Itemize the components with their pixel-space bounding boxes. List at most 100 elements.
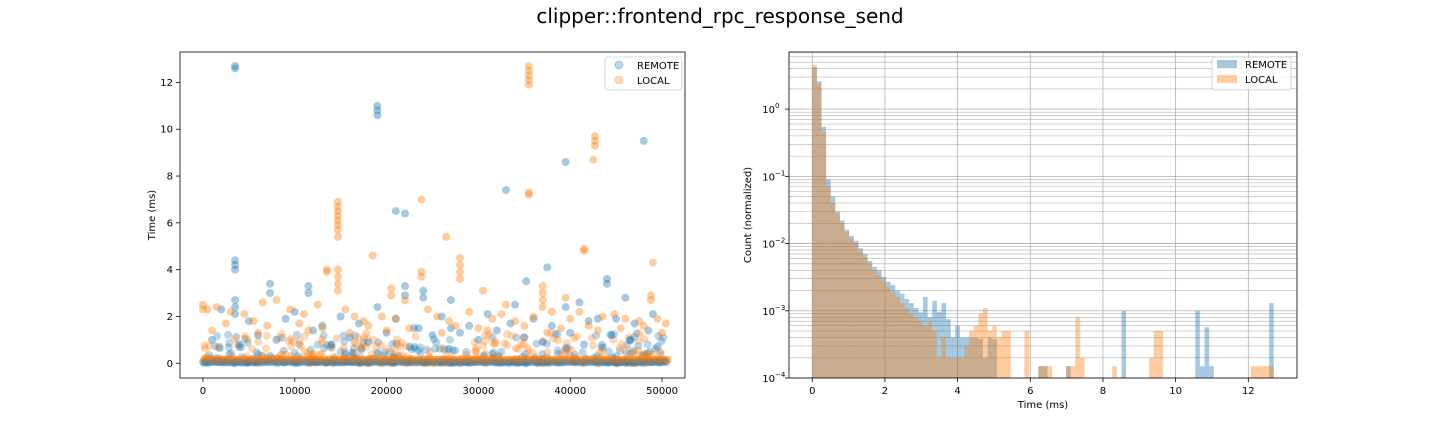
scatter-point — [355, 358, 363, 367]
scatter-point — [469, 356, 478, 365]
scatter-point — [362, 329, 371, 338]
scatter-point — [308, 351, 317, 360]
scatter-point — [648, 358, 657, 367]
scatter-point — [256, 355, 265, 364]
scatter-point — [320, 344, 329, 353]
scatter-point — [638, 359, 647, 368]
scatter-point — [434, 355, 443, 364]
scatter-point — [322, 268, 331, 276]
scatter-point — [461, 357, 470, 366]
scatter-point — [446, 324, 455, 333]
scatter-point — [523, 344, 532, 353]
scatter-point — [411, 355, 420, 364]
scatter-point — [497, 358, 506, 367]
scatter-point — [478, 355, 487, 364]
scatter-point — [327, 340, 336, 349]
scatter-point — [444, 358, 453, 367]
scatter-point — [243, 358, 252, 367]
scatter-point — [333, 232, 342, 241]
scatter-point — [202, 353, 211, 362]
scatter-point — [429, 335, 438, 344]
scatter-point — [479, 352, 488, 361]
scatter-point — [235, 343, 243, 351]
scatter-point — [612, 358, 621, 367]
scatter-point — [329, 358, 338, 367]
scatter-point — [519, 355, 528, 364]
scatter-point — [604, 355, 613, 364]
scatter-point — [341, 353, 350, 362]
scatter-point — [518, 358, 526, 367]
scatter-point — [317, 349, 326, 358]
scatter-point — [351, 340, 360, 349]
scatter-point — [446, 296, 455, 305]
scatter-point — [254, 350, 263, 359]
scatter-point — [326, 355, 335, 364]
histogram-bar — [1195, 310, 1200, 378]
scatter-point — [520, 339, 528, 348]
scatter-point — [402, 358, 411, 367]
scatter-point — [389, 356, 398, 365]
scatter-point — [660, 358, 669, 367]
scatter-point — [333, 211, 342, 220]
scatter-point — [419, 293, 428, 302]
scatter-point — [646, 358, 655, 367]
histogram-bar — [1255, 366, 1260, 378]
scatter-point — [222, 355, 231, 364]
scatter-point — [504, 358, 513, 367]
scatter-point — [316, 350, 325, 359]
scatter-point — [389, 351, 398, 360]
scatter-point — [286, 334, 295, 343]
scatter-point — [553, 358, 562, 367]
scatter-point — [383, 357, 392, 366]
scatter-point — [317, 335, 326, 344]
scatter-point — [348, 358, 357, 367]
scatter-point — [449, 358, 458, 367]
histogram-bar — [1149, 357, 1154, 378]
scatter-point — [491, 337, 500, 346]
histogram-bar — [899, 303, 905, 378]
legend-box — [1211, 56, 1292, 91]
scatter-point — [625, 336, 634, 345]
scatter-point — [480, 331, 489, 340]
scatter-point — [402, 355, 411, 364]
scatter-point — [617, 355, 626, 364]
histogram-bar — [867, 261, 873, 378]
scatter-point — [622, 346, 631, 355]
scatter-point — [506, 357, 515, 366]
scatter-point — [454, 355, 463, 364]
scatter-point — [341, 305, 350, 314]
scatter-point — [290, 307, 299, 316]
scatter-point — [596, 358, 605, 367]
scatter-point — [470, 355, 479, 364]
histogram-bar — [1121, 310, 1127, 378]
scatter-point — [458, 353, 467, 362]
scatter-point — [442, 232, 451, 241]
scatter-point — [655, 356, 664, 364]
scatter-point — [515, 358, 524, 367]
x-tick-label: 8 — [1100, 386, 1106, 397]
scatter-point — [444, 358, 453, 367]
scatter-point — [645, 350, 654, 358]
scatter-point — [521, 355, 530, 364]
scatter-point — [235, 358, 244, 367]
scatter-point — [423, 359, 432, 368]
scatter-point — [285, 355, 293, 364]
scatter-point — [444, 345, 452, 354]
scatter-point — [420, 355, 429, 364]
scatter-point — [353, 355, 362, 364]
scatter-point — [561, 293, 570, 302]
scatter-point — [266, 355, 275, 364]
legend-label: REMOTE — [637, 61, 679, 72]
x-tick-label: 4 — [954, 386, 960, 397]
scatter-point — [488, 355, 497, 364]
scatter-point — [562, 355, 571, 364]
scatter-point — [502, 186, 510, 195]
scatter-point — [569, 353, 578, 362]
scatter-point — [524, 66, 533, 75]
scatter-point — [352, 358, 361, 367]
histogram-bar — [886, 286, 891, 378]
scatter-point — [571, 350, 579, 359]
scatter-point — [608, 353, 617, 362]
scatter-point — [387, 358, 396, 367]
histogram-bar — [876, 270, 882, 378]
